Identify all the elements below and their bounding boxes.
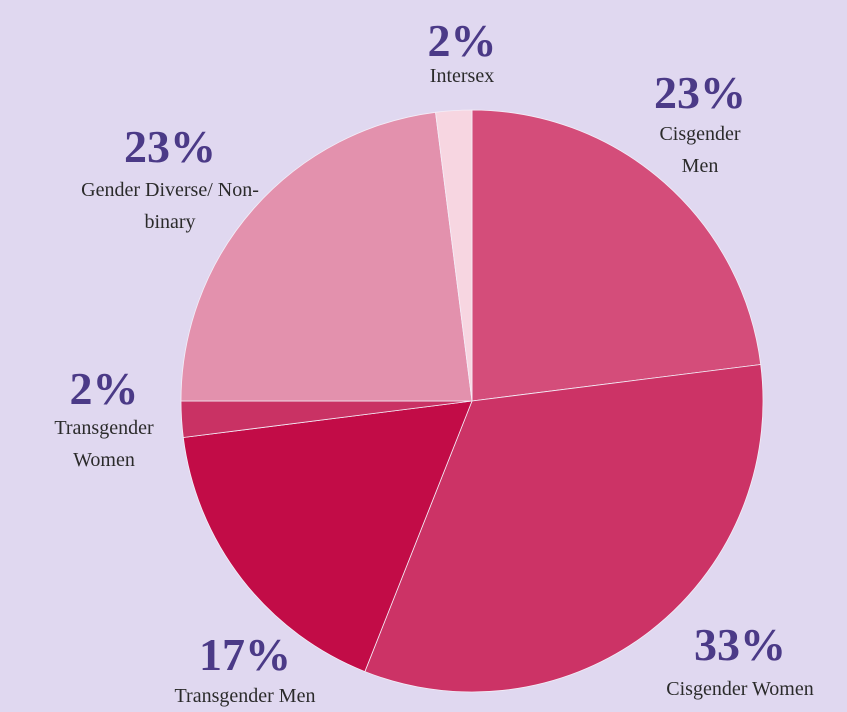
- value-label: 2%: [69, 363, 139, 414]
- category-label: Cisgender Men: [659, 123, 741, 177]
- pie-slice: [182, 400, 473, 673]
- value-label: 23%: [124, 121, 216, 172]
- category-label: Intersex: [429, 65, 495, 87]
- pie-slice: [471, 109, 762, 402]
- pie-slice: [435, 109, 473, 402]
- value-label: 23%: [654, 67, 746, 118]
- pie-slice: [180, 111, 473, 402]
- value-label: 2%: [427, 15, 497, 66]
- value-label: 17%: [199, 629, 291, 680]
- category-label: Transgender Women: [54, 417, 154, 471]
- category-label: Gender Diverse/ Non-binary: [81, 179, 259, 233]
- pie-slice: [364, 364, 764, 693]
- value-label: 33%: [694, 619, 786, 670]
- category-label: Cisgender Women: [666, 678, 814, 700]
- category-label: Transgender Men: [174, 685, 316, 707]
